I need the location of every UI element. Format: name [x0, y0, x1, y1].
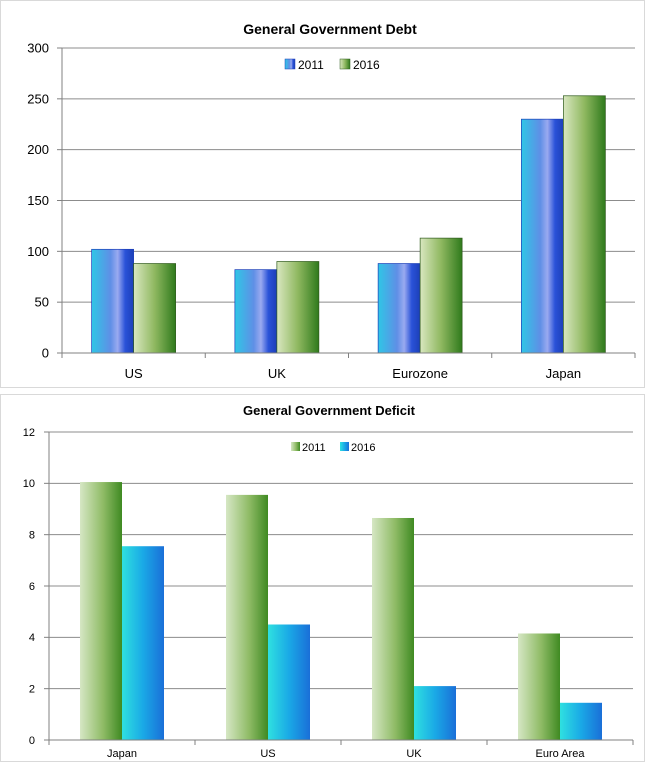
deficit-bar-2011-us — [226, 494, 268, 740]
deficit-x-tick-label-uk: UK — [406, 748, 422, 760]
debt-legend-label-2016: 2016 — [353, 58, 380, 72]
deficit-bar-2011-japan — [80, 482, 122, 740]
deficit-legend-label-2016: 2016 — [351, 442, 375, 454]
debt-y-tick-label: 150 — [27, 193, 49, 208]
deficit-bar-2016-euro-area — [560, 702, 602, 740]
deficit-y-tick-label: 2 — [29, 684, 35, 696]
debt-bar-2016-japan — [563, 95, 606, 354]
debt-bar-2011-uk — [234, 269, 278, 354]
deficit-x-tick-label-us: US — [260, 748, 275, 760]
debt-y-tick-label: 100 — [27, 244, 49, 259]
deficit-y-tick-label: 8 — [29, 530, 35, 542]
deficit-bar-2016-japan — [122, 546, 164, 740]
debt-legend-swatch-2011 — [284, 58, 296, 70]
deficit-y-tick-label: 0 — [29, 735, 35, 747]
debt-bar-2016-uk — [276, 261, 320, 354]
debt-legend: 2011 2016 — [284, 58, 380, 72]
deficit-legend-swatch-2016 — [340, 442, 349, 451]
deficit-y-tick-label: 12 — [23, 427, 35, 439]
deficit-chart-title: General Government Deficit — [243, 403, 416, 418]
deficit-legend-label-2011: 2011 — [302, 442, 326, 454]
debt-x-tick-label-eurozone: Eurozone — [392, 366, 448, 381]
debt-y-tick-label: 0 — [42, 346, 49, 361]
debt-y-tick-label: 50 — [35, 295, 49, 310]
debt-x-tick-label-uk: UK — [268, 366, 286, 381]
debt-y-tick-label: 200 — [27, 142, 49, 157]
debt-x-tick-label-us: US — [125, 366, 143, 381]
deficit-bar-2011-uk — [372, 517, 414, 740]
deficit-bar-2011-euro-area — [518, 633, 560, 740]
deficit-chart-panel: General Government Deficit 0 2 4 6 8 10 12 Japa… — [0, 394, 645, 762]
debt-y-tick-label: 250 — [27, 91, 49, 106]
deficit-y-tick-label: 4 — [29, 632, 35, 644]
deficit-legend-swatch-2011 — [291, 442, 300, 451]
deficit-legend: 2011 2016 — [291, 442, 375, 454]
debt-bar-2011-us — [91, 248, 134, 354]
debt-bar-2016-eurozone — [419, 237, 463, 354]
debt-bar-2011-eurozone — [377, 263, 421, 354]
deficit-x-tick-label-euro-area: Euro Area — [536, 748, 586, 760]
debt-bar-2016-us — [133, 263, 176, 354]
debt-bar-2011-japan — [521, 118, 564, 354]
deficit-x-tick-label-japan: Japan — [107, 748, 137, 760]
debt-y-tick-label: 300 — [27, 41, 49, 56]
debt-x-tick-label-japan: Japan — [546, 366, 581, 381]
debt-chart-panel: General Government Debt 0 50 100 150 200 250 3… — [0, 0, 645, 388]
debt-legend-swatch-2016 — [339, 58, 351, 70]
deficit-bar-2016-us — [268, 624, 310, 740]
deficit-chart: General Government Deficit 0 2 4 6 8 10 12 Japa… — [0, 394, 645, 762]
deficit-bar-2016-uk — [414, 686, 456, 740]
debt-chart-title: General Government Debt — [243, 21, 417, 37]
debt-chart: General Government Debt 0 50 100 150 200 250 3… — [0, 0, 645, 388]
debt-legend-label-2011: 2011 — [298, 58, 324, 72]
deficit-y-tick-label: 10 — [23, 478, 35, 490]
deficit-y-tick-label: 6 — [29, 581, 35, 593]
